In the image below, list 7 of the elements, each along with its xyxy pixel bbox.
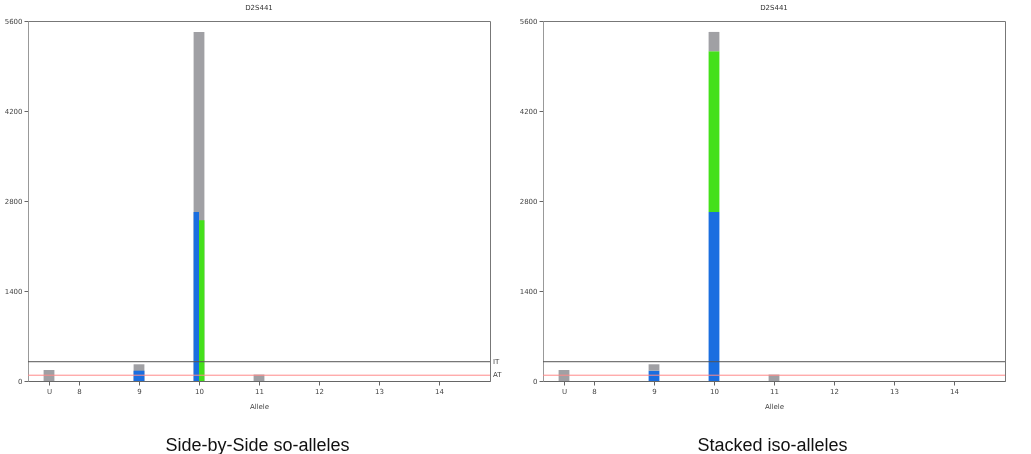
bar xyxy=(708,211,720,381)
text: Stacked iso-alleles xyxy=(696,435,849,454)
bar xyxy=(648,364,660,371)
bar xyxy=(199,220,205,381)
text: Side-by-Side so-alleles xyxy=(164,435,351,454)
bar xyxy=(708,51,720,212)
bar xyxy=(708,31,720,52)
